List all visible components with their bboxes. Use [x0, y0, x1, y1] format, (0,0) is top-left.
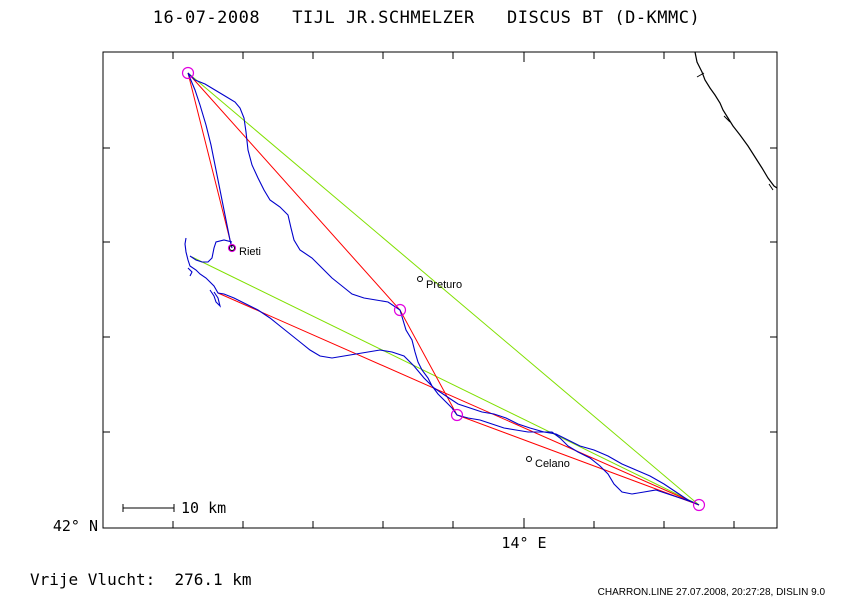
map-title: 16-07-2008 TIJL JR.SCHMELZER DISCUS BT (…: [152, 8, 701, 28]
turnpoints: [181, 66, 706, 512]
coastline-ticks: [696, 72, 774, 191]
free-flight-distance: Vrije Vlucht: 276.1 km: [30, 570, 252, 589]
town-celano: Celano: [526, 456, 570, 470]
task-legs: [187, 72, 700, 506]
gps-track-start-loops: [187, 267, 222, 308]
turnpoint-2: [393, 303, 407, 317]
free-flight-leg-1: [187, 72, 700, 506]
lon-axis-label: 14° E: [501, 534, 546, 552]
coastline: [694, 51, 778, 189]
scale-bar-label: 10 km: [181, 499, 226, 517]
town-preturo: Preturo: [417, 276, 462, 291]
scale-bar: [122, 504, 175, 512]
generation-stamp: CHARRON.LINE 27.07.2008, 20:27:28, DISLI…: [597, 587, 825, 598]
map-frame: [102, 51, 778, 529]
turnpoint-1: [181, 66, 195, 80]
town-label: Preturo: [426, 279, 462, 291]
task-leg-polyline: [187, 72, 700, 506]
gps-track: [184, 72, 700, 506]
turnpoint-4: [692, 498, 706, 512]
lat-axis-label: 42° N: [53, 517, 98, 535]
free-flight-legs: [187, 72, 700, 506]
turnpoint-3: [450, 408, 464, 422]
axis-ticks: [103, 52, 777, 528]
free-flight-leg-2: [191, 256, 700, 506]
town-rieti: Rieti: [229, 245, 261, 258]
town-label: Celano: [535, 458, 570, 470]
town-label: Rieti: [239, 246, 261, 258]
start-point: [227, 243, 237, 253]
